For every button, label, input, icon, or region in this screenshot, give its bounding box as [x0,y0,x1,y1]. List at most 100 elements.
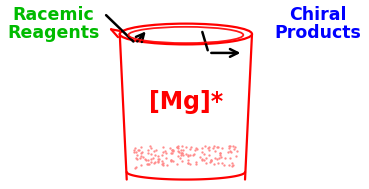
Point [132,166,138,169]
Point [221,164,227,167]
Text: Racemic
Reagents: Racemic Reagents [7,6,100,42]
Point [214,157,220,160]
Point [185,159,191,162]
Point [232,146,238,149]
Point [205,147,211,150]
Point [159,162,165,165]
Point [145,163,151,166]
Point [178,154,184,157]
Point [179,152,184,155]
Point [194,147,200,150]
Point [208,160,214,163]
Point [145,151,151,154]
Point [159,163,165,166]
Point [191,153,197,156]
Point [217,156,223,159]
Point [203,162,209,165]
Point [192,148,198,151]
Point [151,149,157,153]
Point [160,151,166,154]
Point [225,150,231,153]
Point [234,149,240,152]
Point [145,148,151,151]
Point [155,159,161,162]
Point [219,147,225,150]
Point [177,156,183,160]
Point [231,147,237,150]
Point [135,148,141,151]
Point [140,156,146,159]
Point [170,148,176,151]
Point [199,159,204,162]
Point [133,151,139,154]
Point [155,158,161,161]
Point [206,153,212,156]
Point [190,154,196,157]
Point [193,161,199,164]
Point [162,150,168,153]
Point [188,145,194,148]
Point [168,159,173,162]
Point [175,144,181,147]
Point [175,154,180,157]
Point [206,149,212,152]
Point [227,144,232,147]
Point [201,152,207,155]
Point [131,151,137,154]
Point [148,161,154,164]
Point [142,157,148,160]
Point [217,152,223,155]
Point [208,158,214,161]
Point [179,151,185,154]
Point [168,152,174,155]
Point [206,146,212,149]
Point [230,164,236,167]
Point [134,153,140,156]
Point [179,160,185,163]
Point [175,149,181,153]
Point [200,150,206,153]
Ellipse shape [120,24,252,44]
Point [144,163,150,166]
Point [138,163,144,166]
Point [160,145,166,148]
Point [183,146,189,149]
Point [133,166,139,169]
Point [197,156,203,159]
Point [214,146,220,149]
Point [168,158,174,161]
Point [211,145,217,148]
Point [218,162,224,165]
Point [176,151,182,154]
Point [227,156,233,159]
Point [153,149,159,152]
Point [138,155,144,158]
Point [193,147,199,150]
Point [133,156,139,159]
Point [201,145,207,148]
Point [146,163,152,166]
Point [200,157,206,160]
Point [134,158,140,161]
Point [201,158,207,161]
Point [187,147,193,150]
Point [230,162,235,165]
Point [208,158,214,161]
Point [233,155,239,158]
Point [166,147,172,150]
Point [148,145,154,148]
Point [159,160,165,163]
Point [155,155,161,158]
Point [218,155,224,158]
Point [180,149,186,152]
Point [138,152,144,155]
Point [148,153,154,156]
Point [175,146,180,149]
Point [159,153,165,156]
Point [203,157,209,160]
Point [148,158,154,161]
Point [180,153,186,156]
Point [170,159,176,162]
Point [131,149,137,152]
Point [199,147,205,150]
